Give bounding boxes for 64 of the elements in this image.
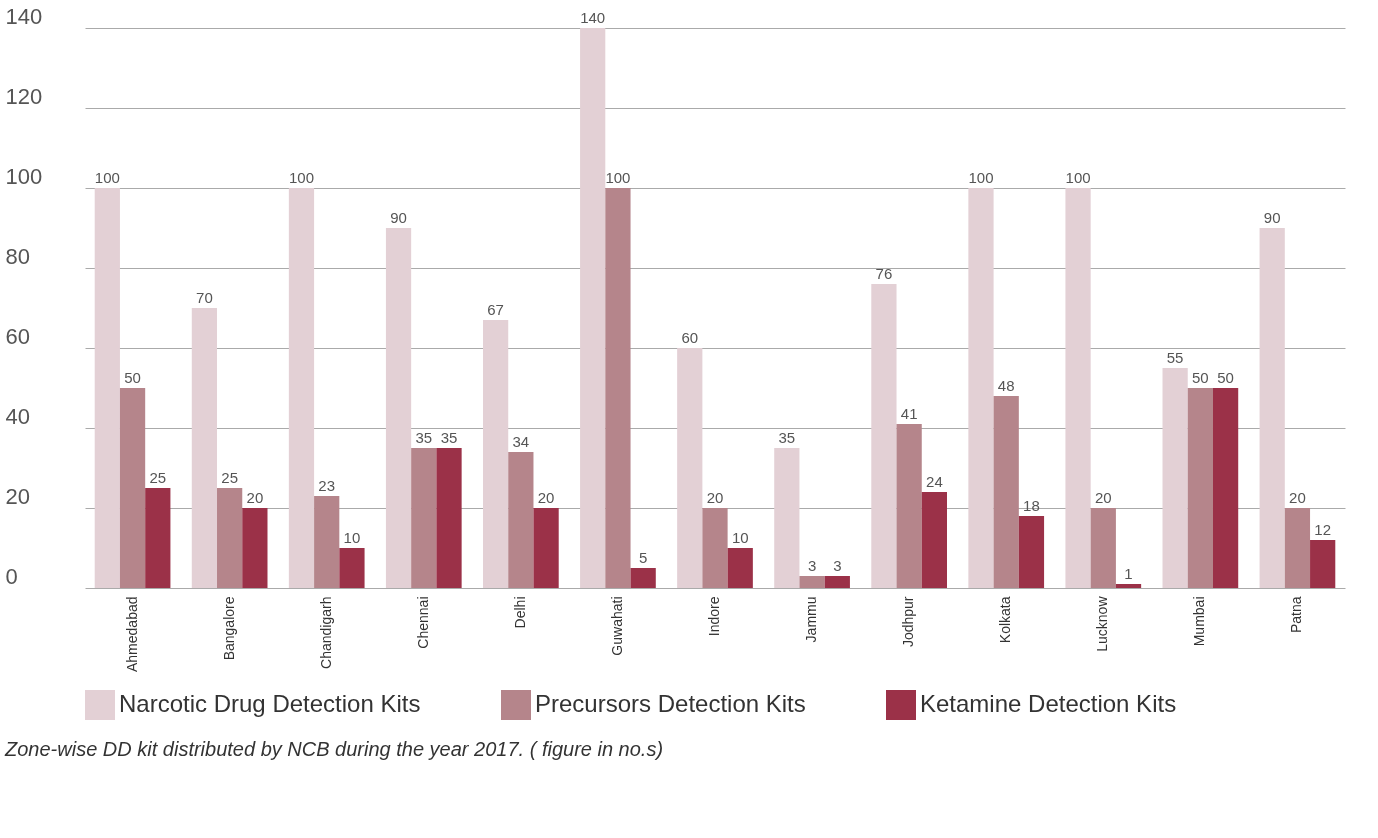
x-tick-label: Lucknow — [1094, 595, 1111, 652]
data-label: 18 — [1023, 497, 1040, 514]
y-tick-label: 100 — [5, 163, 43, 189]
data-label: 24 — [926, 473, 943, 490]
data-label: 1 — [1124, 565, 1133, 582]
legend-label: Precursors Detection Kits — [535, 690, 806, 717]
data-label: 76 — [875, 265, 893, 282]
data-label: 70 — [196, 289, 213, 306]
data-label: 3 — [833, 557, 842, 574]
data-label: 90 — [390, 209, 407, 226]
data-label: 100 — [288, 169, 314, 186]
x-tick-label: Chandigarh — [317, 596, 334, 669]
legend-label: Ketamine Detection Kits — [920, 690, 1177, 717]
data-label: 5 — [638, 549, 648, 566]
data-label: 41 — [900, 405, 918, 422]
y-tick-label: 0 — [5, 563, 18, 589]
data-label: 20 — [706, 489, 724, 506]
data-label: 10 — [731, 529, 749, 546]
data-label: 100 — [94, 169, 120, 186]
data-label: 48 — [997, 377, 1015, 394]
data-label: 35 — [415, 429, 433, 446]
data-label: 23 — [318, 477, 336, 494]
data-label: 55 — [1166, 349, 1184, 366]
y-tick-label: 60 — [5, 323, 30, 349]
data-label: 3 — [807, 557, 817, 574]
x-tick-label: Mumbai — [1191, 596, 1208, 647]
data-label: 140 — [580, 9, 606, 26]
x-tick-label: Chennai — [414, 596, 431, 649]
data-label: 60 — [681, 329, 699, 346]
y-tick-label: 140 — [5, 3, 43, 29]
data-label: 67 — [487, 301, 504, 318]
x-tick-label: Bangalore — [220, 596, 237, 661]
data-label: 34 — [512, 433, 530, 450]
y-tick-label: 80 — [5, 243, 30, 269]
x-tick-label: Patna — [1288, 596, 1305, 634]
data-label: 25 — [149, 469, 167, 486]
x-tick-label: Jammu — [803, 596, 820, 643]
x-tick-label: Indore — [706, 596, 722, 637]
data-label: 12 — [1314, 521, 1332, 538]
x-tick-label: Jodhpur — [900, 596, 917, 648]
x-tick-label: Ahmedabad — [123, 596, 140, 673]
data-label: 20 — [1094, 489, 1112, 506]
data-label: 100 — [968, 169, 994, 186]
y-tick-label: 120 — [5, 83, 43, 109]
data-label: 20 — [537, 489, 555, 506]
y-tick-label: 20 — [5, 483, 30, 509]
data-label: 90 — [1263, 209, 1281, 226]
y-tick-label: 40 — [5, 403, 30, 429]
data-label: 20 — [1289, 489, 1306, 506]
data-label: 25 — [221, 469, 238, 486]
data-label: 100 — [1065, 169, 1091, 186]
data-label: 50 — [1217, 369, 1234, 386]
data-label: 10 — [343, 529, 361, 546]
x-tick-label: Delhi — [511, 596, 528, 629]
x-tick-label: Guwahati — [608, 596, 625, 656]
data-label: 50 — [124, 369, 141, 386]
data-label: 50 — [1192, 369, 1209, 386]
x-tick-label: Kolkata — [997, 596, 1014, 644]
legend-label: Narcotic Drug Detection Kits — [119, 690, 421, 717]
data-label: 20 — [246, 489, 264, 506]
data-label: 35 — [440, 429, 458, 446]
data-label: 100 — [605, 169, 631, 186]
data-label: 35 — [778, 429, 796, 446]
text: Zone-wise DD kit distributed by NCB during the year 2017. ( figure in no.s) — [4, 738, 664, 760]
